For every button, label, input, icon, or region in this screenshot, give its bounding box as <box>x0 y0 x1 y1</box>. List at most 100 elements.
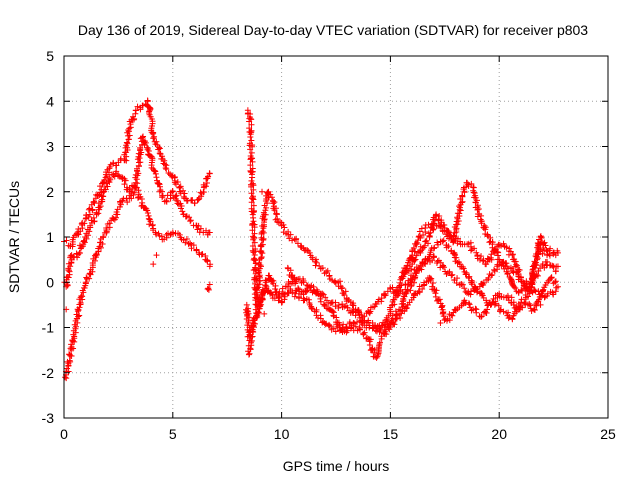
data-point-fill <box>549 262 556 269</box>
data-point-fill <box>65 360 72 367</box>
data-point-fill <box>534 256 541 263</box>
data-point-fill <box>189 197 196 204</box>
data-point-fill <box>342 288 349 295</box>
data-point-fill <box>248 121 255 128</box>
data-point-fill <box>338 327 345 334</box>
data-point-fill <box>287 231 294 238</box>
data-point-fill <box>480 257 487 264</box>
data-point-fill <box>390 290 397 297</box>
data-point-fill <box>397 315 404 322</box>
data-point-fill <box>446 268 453 275</box>
data-point-fill <box>319 290 326 297</box>
data-point-fill <box>433 287 440 294</box>
data-point-fill <box>417 262 424 269</box>
data-point <box>245 351 252 358</box>
data-point-fill <box>523 278 530 285</box>
data-point-fill <box>112 162 119 169</box>
data-point-fill <box>137 144 144 151</box>
data-point <box>554 249 561 256</box>
data-point-fill <box>280 221 287 228</box>
data-point <box>554 283 561 290</box>
data-point-fill <box>510 251 517 258</box>
data-point-fill <box>472 305 479 312</box>
data-point-fill <box>159 153 166 160</box>
data-point-fill <box>167 192 174 199</box>
data-point-fill <box>116 173 123 180</box>
data-point <box>206 263 213 270</box>
data-point-fill <box>288 272 295 279</box>
data-point-fill <box>174 178 181 185</box>
data-point-fill <box>136 155 143 162</box>
data-point-fill <box>76 301 83 308</box>
data-point-fill <box>133 176 140 183</box>
data-point-fill <box>466 273 473 280</box>
data-point-fill <box>75 313 82 320</box>
data-point-fill <box>355 309 362 316</box>
data-point-fill <box>548 274 555 281</box>
data-point <box>526 290 533 297</box>
data-point-fill <box>246 350 253 357</box>
data-point-fill <box>287 267 294 274</box>
data-point-fill <box>151 133 158 140</box>
data-point-fill <box>484 302 491 309</box>
data-point-fill <box>351 320 358 327</box>
data-point-fill <box>95 210 102 217</box>
data-point-fill <box>431 244 438 251</box>
data-point-fill <box>322 294 329 301</box>
data-point-fill <box>65 274 72 281</box>
data-point-fill <box>313 308 320 315</box>
data-point <box>439 238 446 245</box>
data-point-fill <box>454 210 461 217</box>
data-point-fill <box>508 294 515 301</box>
data-point-fill <box>532 260 539 267</box>
data-point-fill <box>203 257 210 264</box>
data-point-fill <box>541 239 548 246</box>
data-point-fill <box>66 351 73 358</box>
data-point-fill <box>408 279 415 286</box>
data-point-fill <box>126 132 133 139</box>
data-point <box>198 193 205 200</box>
data-point-fill <box>423 237 430 244</box>
data-point-fill <box>257 277 263 284</box>
data-point-fill <box>317 298 324 305</box>
data-point-fill <box>99 240 106 247</box>
data-point-fill <box>250 323 257 330</box>
data-point-fill <box>330 325 337 332</box>
data-point-fill <box>471 194 478 201</box>
data-point-fill <box>339 284 346 291</box>
data-point-fill <box>456 204 463 211</box>
data-point-fill <box>421 279 428 286</box>
data-point <box>113 168 120 175</box>
data-point-fill <box>66 357 73 364</box>
data-point-fill <box>251 239 258 246</box>
data-point-fill <box>519 304 526 311</box>
data-point-fill <box>509 316 516 323</box>
data-point <box>204 286 211 293</box>
data-point-fill <box>550 251 557 258</box>
data-point-fill <box>284 264 291 271</box>
data-point-fill <box>327 323 334 330</box>
data-point-fill <box>323 305 330 312</box>
data-point-fill <box>389 284 396 291</box>
data-point-fill <box>123 139 130 146</box>
data-point-fill <box>263 285 270 292</box>
data-point-fill <box>431 253 438 260</box>
data-point-fill <box>533 271 540 278</box>
data-point-fill <box>272 210 279 217</box>
data-point-fill <box>452 235 459 242</box>
data-point-fill <box>503 244 510 251</box>
data-point-fill <box>466 301 473 308</box>
data-point-fill <box>292 280 299 287</box>
data-point-fill <box>441 317 448 324</box>
data-point-fill <box>183 236 190 243</box>
data-point-fill <box>418 266 425 273</box>
data-point-fill <box>392 316 399 323</box>
data-point-fill <box>398 273 405 280</box>
data-point-fill <box>337 278 344 285</box>
data-point-fill <box>526 300 533 307</box>
y-tick-label: 0 <box>46 274 54 290</box>
data-point-fill <box>250 202 257 209</box>
data-point-fill <box>204 258 211 265</box>
data-point-fill <box>420 231 427 238</box>
